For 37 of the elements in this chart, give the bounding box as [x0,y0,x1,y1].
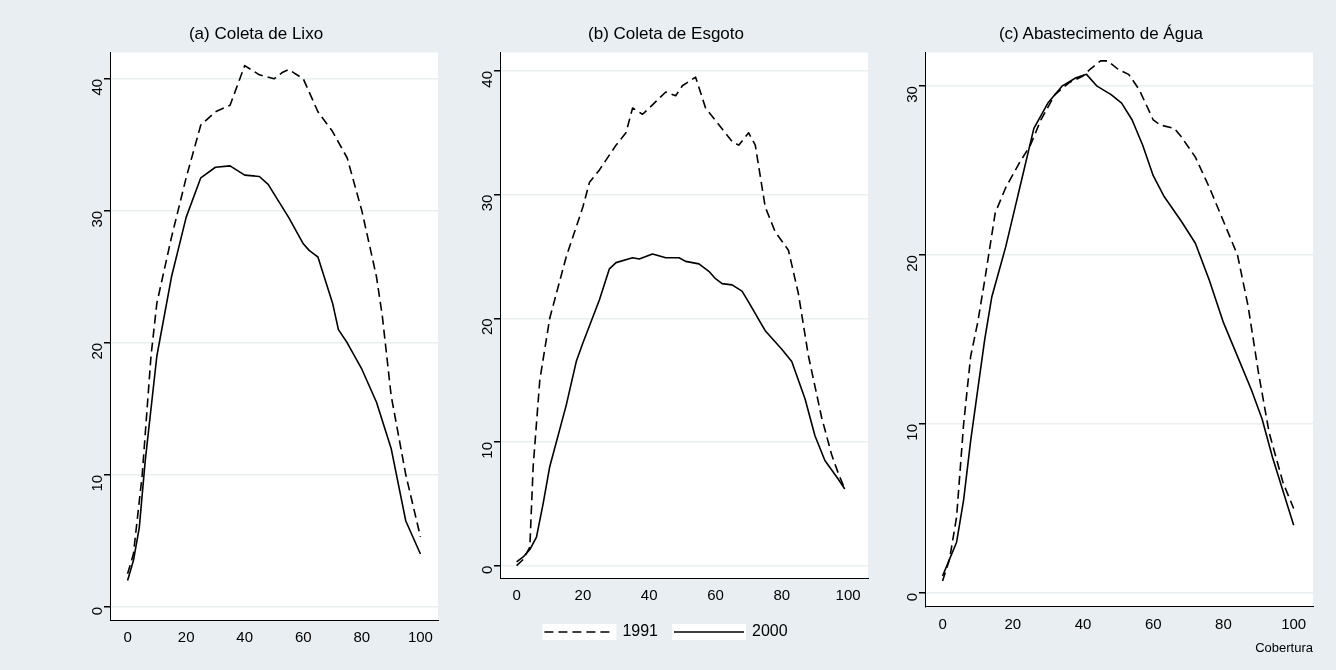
x-tick-label: 80 [1215,614,1232,632]
y-tick-label: 10 [478,441,496,459]
y-tick-label: 30 [903,86,921,103]
y-tick-label: 20 [903,255,921,272]
y-tick-label: 20 [88,342,106,360]
chart-title: (a) Coleta de Lixo [188,23,324,43]
y-tick-label: 10 [903,423,921,441]
x-tick-label: 60 [294,628,312,646]
x-tick-label: 60 [707,586,724,604]
legend-label: 2000 [752,622,788,640]
legend-label: 1991 [622,622,659,640]
x-tick-label: 20 [574,586,592,604]
x-tick-label: 100 [407,628,433,646]
x-tick-label: 80 [773,586,791,604]
x-tick-label: 40 [1074,614,1092,632]
y-tick-label: 40 [478,70,496,88]
x-tick-label: 100 [1281,614,1307,632]
x-tick-label: 60 [1144,614,1162,632]
y-tick-label: 0 [88,606,106,616]
x-tick-label: 0 [123,628,132,646]
y-tick-label: 30 [478,194,496,212]
y-tick-label: 0 [478,565,496,574]
x-tick-label: 20 [1004,614,1022,632]
x-tick-label: 0 [938,614,947,632]
y-tick-label: 40 [88,78,106,96]
chart-title: (b) Coleta de Esgoto [588,23,744,43]
x-tick-label: 40 [236,628,254,646]
y-tick-label: 10 [88,474,106,492]
x-tick-label: 100 [835,586,861,604]
y-tick-label: 30 [88,210,106,228]
x-tick-label: 20 [177,628,195,646]
y-tick-label: 20 [478,318,496,335]
x-tick-label: 0 [512,586,521,604]
x-tick-label: 40 [640,586,658,604]
x-axis-title: Cobertura [1255,639,1314,655]
chart-title: (c) Abastecimento de Água [998,23,1204,43]
x-tick-label: 80 [353,628,371,646]
